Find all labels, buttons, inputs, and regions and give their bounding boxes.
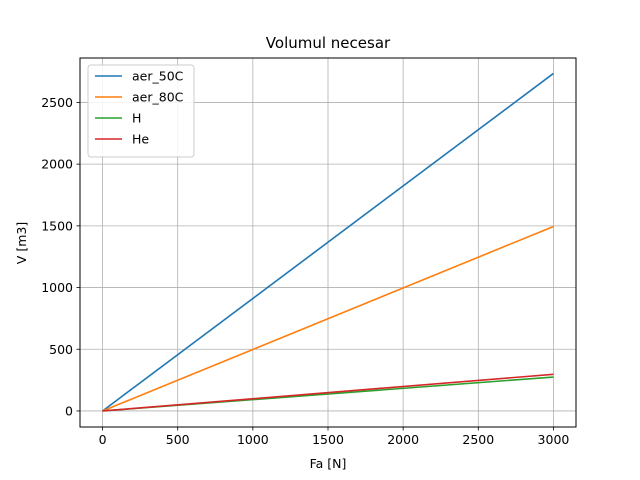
x-tick-label: 1000: [237, 432, 269, 447]
series-line-aer_80C: [102, 225, 554, 412]
legend-label: H: [132, 111, 141, 126]
x-tick-label: 2500: [462, 432, 494, 447]
legend-label: aer_80C: [132, 90, 184, 105]
x-tick-label: 500: [166, 432, 190, 447]
legend-label: aer_50C: [132, 69, 184, 84]
y-tick-label: 1000: [41, 280, 73, 295]
legend-label: He: [132, 132, 149, 147]
x-tick-label: 0: [99, 432, 107, 447]
y-axis-label: V [m3]: [14, 222, 29, 264]
series-line-aer_50C: [102, 72, 554, 412]
x-axis-label: Fa [N]: [310, 456, 347, 471]
grid: [80, 58, 576, 427]
y-tick-label: 1500: [41, 218, 73, 233]
series-layer: [102, 72, 554, 412]
y-tick-label: 2500: [41, 95, 73, 110]
y-tick-label: 2000: [41, 157, 73, 172]
x-tick-label: 3000: [538, 432, 570, 447]
series-line-He: [102, 373, 554, 412]
legend: aer_50C aer_80C H He: [87, 64, 195, 158]
x-tick-label: 2000: [387, 432, 419, 447]
ticks: 0 500 1000 1500 2000 2500 3000 0 500 1000 1500 2000…: [41, 95, 569, 447]
chart-title: Volumul necesar: [266, 34, 391, 52]
x-tick-label: 1500: [312, 432, 344, 447]
y-tick-label: 0: [65, 403, 73, 418]
y-tick-label: 500: [49, 342, 73, 357]
legend-box: [87, 64, 195, 158]
